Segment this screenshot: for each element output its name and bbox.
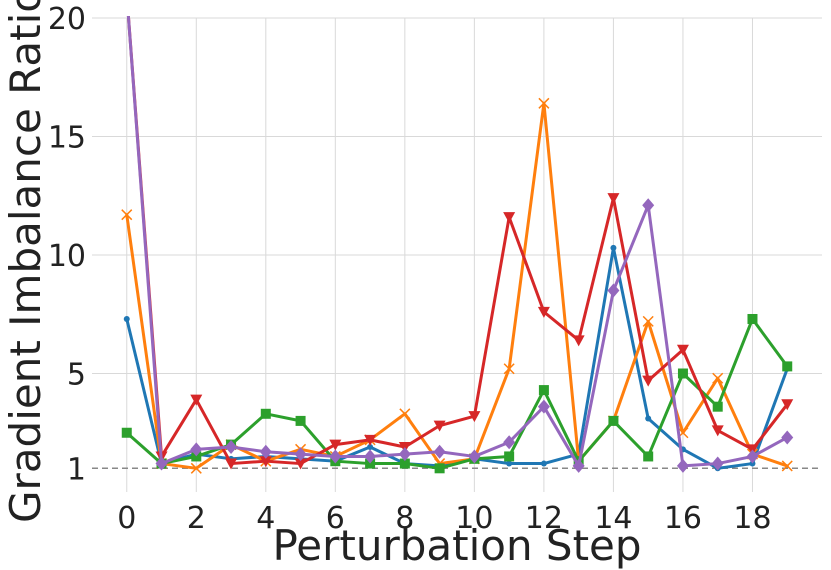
y-axis-label: Gradient Imbalance Ratio — [1, 0, 50, 523]
data-point-diamond — [537, 399, 550, 414]
x-tick-label: 14 — [594, 501, 632, 536]
data-point-diamond — [781, 430, 794, 445]
x-tick-label: 4 — [256, 501, 275, 536]
data-point-diamond — [121, 0, 133, 1]
data-point-triangle-down — [503, 212, 516, 224]
data-point-triangle-down — [676, 344, 689, 356]
data-point-square — [191, 451, 202, 462]
data-point-x — [503, 363, 515, 375]
data-point-diamond — [259, 444, 272, 459]
data-point-circle — [367, 443, 374, 450]
data-point-square — [677, 368, 688, 379]
data-point-triangle-down — [364, 434, 377, 446]
data-point-square — [504, 451, 515, 462]
data-point-triangle-down — [711, 425, 724, 437]
y-tick-label: 5 — [67, 358, 86, 393]
data-point-diamond — [190, 442, 203, 457]
x-tick-label: 2 — [187, 501, 206, 536]
x-tick-label: 12 — [525, 501, 563, 536]
x-tick-label: 8 — [395, 501, 414, 536]
x-tick-label: 18 — [733, 501, 771, 536]
data-point-triangle-down — [537, 306, 550, 318]
data-point-triangle-down — [329, 439, 342, 451]
data-point-square — [782, 361, 793, 372]
data-point-square — [365, 458, 376, 469]
data-point-square — [538, 385, 549, 396]
data-point-circle — [123, 315, 130, 322]
data-point-circle — [506, 460, 513, 467]
series-group — [121, 0, 794, 474]
data-point-square — [712, 401, 723, 412]
series-4 — [121, 0, 794, 473]
data-point-diamond — [607, 283, 620, 298]
data-point-diamond — [364, 449, 377, 464]
data-point-triangle-down — [259, 456, 272, 468]
data-point-x — [399, 408, 411, 420]
data-point-circle — [749, 460, 756, 467]
data-point-triangle-down — [781, 399, 794, 411]
data-point-square — [643, 451, 654, 462]
series-line — [125, 317, 789, 470]
data-point-diamond — [572, 458, 585, 473]
data-point-circle — [540, 460, 547, 467]
data-point-diamond — [329, 449, 342, 464]
data-point-diamond — [294, 447, 307, 462]
data-point-triangle-down — [468, 411, 481, 423]
data-point-square — [260, 408, 271, 419]
data-point-triangle-down — [572, 335, 585, 347]
x-tick-label: 6 — [326, 501, 345, 536]
series-line — [126, 16, 789, 468]
data-point-diamond — [433, 444, 446, 459]
data-point-triangle-down — [294, 458, 307, 470]
gridlines — [92, 17, 822, 492]
data-point-diamond — [225, 439, 238, 454]
data-point-triangle-down — [433, 420, 446, 432]
y-tick-label: 20 — [48, 2, 86, 37]
data-point-x — [781, 460, 793, 472]
data-point-square — [295, 415, 306, 426]
y-tick-label: 15 — [48, 121, 86, 156]
data-point-triangle-down — [225, 458, 238, 470]
data-point-x — [538, 97, 550, 109]
series-line — [126, 16, 789, 466]
data-point-diamond — [642, 198, 655, 213]
data-point-diamond — [711, 456, 724, 471]
data-point-circle — [645, 415, 652, 422]
data-point-x — [121, 209, 133, 221]
data-point-square — [434, 463, 445, 474]
y-tick-label: 1 — [67, 452, 86, 487]
data-point-square — [747, 313, 758, 324]
y-tick-label: 10 — [48, 239, 86, 274]
x-axis-label: Perturbation Step — [272, 521, 641, 570]
data-point-triangle-down — [190, 394, 203, 406]
data-point-triangle-down — [607, 193, 620, 205]
data-point-square — [121, 427, 132, 438]
data-point-diamond — [468, 449, 481, 464]
data-point-x — [642, 315, 654, 327]
data-point-square — [399, 458, 410, 469]
data-point-diamond — [676, 458, 689, 473]
data-point-triangle-down — [642, 375, 655, 387]
data-point-x — [190, 462, 202, 474]
data-point-diamond — [746, 449, 759, 464]
x-tick-label: 16 — [664, 501, 702, 536]
data-point-diamond — [398, 447, 411, 462]
x-tick-labels: 0 2 4 6 8 10 12 14 16 18 — [117, 501, 771, 536]
data-point-diamond — [503, 435, 516, 450]
data-point-square — [608, 415, 619, 426]
data-point-x — [712, 372, 724, 384]
x-tick-label: 0 — [117, 501, 136, 536]
x-tick-label: 10 — [455, 501, 493, 536]
data-point-circle — [610, 244, 617, 251]
data-point-diamond — [155, 456, 168, 471]
